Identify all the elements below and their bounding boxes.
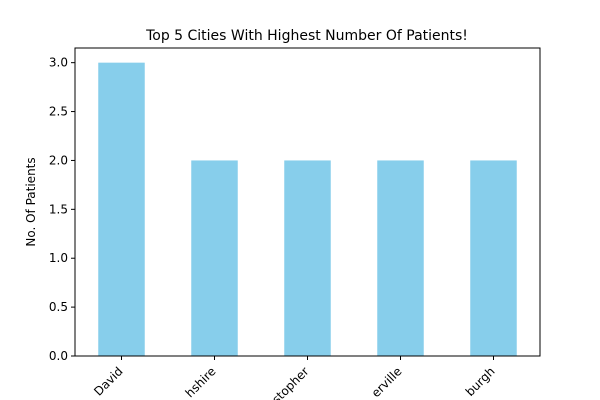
bar xyxy=(191,160,238,356)
bars-group xyxy=(98,62,517,357)
chart-title: Top 5 Cities With Highest Number Of Pati… xyxy=(145,28,468,44)
y-axis: 0.0 0.5 1.0 1.5 2.0 2.5 3.0 xyxy=(49,56,75,363)
y-axis-label: No. Of Patients xyxy=(24,157,38,246)
y-tick-label: 1.0 xyxy=(49,251,68,265)
x-tick-label: David xyxy=(91,364,125,398)
x-tick-label: burgh xyxy=(463,364,498,399)
bar xyxy=(98,62,145,357)
bar xyxy=(284,160,331,356)
y-tick-label: 0.5 xyxy=(49,300,68,314)
x-axis: David hshire stopher erville burgh xyxy=(91,356,498,400)
x-tick-label: hshire xyxy=(183,364,219,400)
x-tick-label: erville xyxy=(369,364,405,400)
x-tick-label: stopher xyxy=(269,364,311,400)
bar xyxy=(470,160,517,356)
y-tick-label: 0.0 xyxy=(49,349,68,363)
y-tick-label: 3.0 xyxy=(49,56,68,70)
y-tick-label: 2.0 xyxy=(49,153,68,167)
y-tick-label: 2.5 xyxy=(49,105,68,119)
bar xyxy=(377,160,424,356)
plot-frame xyxy=(74,47,541,357)
y-tick-label: 1.5 xyxy=(49,202,68,216)
